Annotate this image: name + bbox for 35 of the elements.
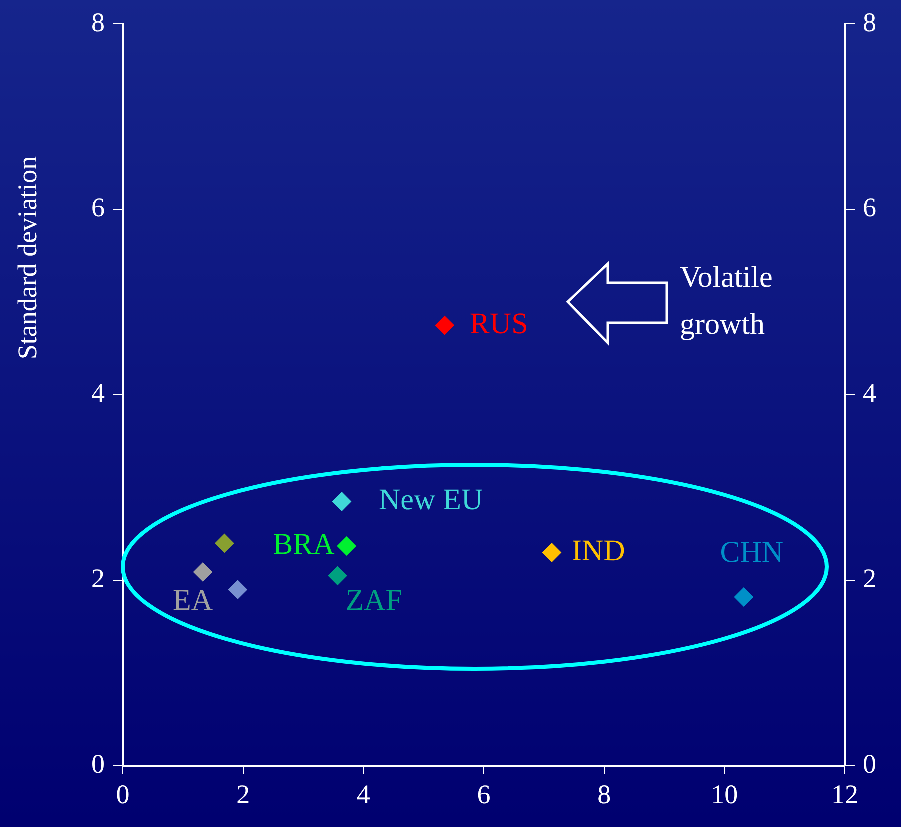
series-label: ZAF (346, 584, 402, 617)
point (542, 543, 562, 562)
x-tick-label: 0 (116, 779, 130, 810)
series-label: IND (572, 534, 626, 568)
point (194, 562, 213, 582)
x-tick-label: 8 (598, 779, 612, 810)
y2-tick-label: 6 (863, 192, 876, 223)
point (228, 580, 248, 600)
point (435, 316, 454, 336)
x-tick-label: 10 (711, 779, 738, 810)
y2-tick-label: 0 (863, 749, 876, 780)
point (332, 492, 352, 512)
y-tick-label: 2 (92, 564, 105, 594)
x-tick-label: 12 (832, 779, 858, 810)
point (328, 566, 348, 586)
point (215, 534, 234, 553)
series-label: EA (173, 584, 214, 618)
series-label: BRA (273, 528, 336, 562)
annotation: Volatile growth (680, 260, 774, 343)
series-label: CHN (720, 536, 784, 570)
point (734, 588, 754, 607)
y-axis-title: Standard deviation (12, 156, 44, 360)
series-label: RUS (470, 307, 528, 340)
x-tick-label: 4 (356, 779, 371, 810)
y2-tick-label: 4 (863, 378, 877, 408)
y-tick-label: 4 (92, 378, 106, 408)
y2-tick-label: 2 (863, 564, 876, 594)
series-label: New EU (379, 484, 484, 517)
y-tick-label: 6 (92, 192, 105, 223)
x-tick-label: 6 (477, 779, 491, 810)
point (337, 536, 356, 556)
x-tick-label: 2 (236, 779, 250, 810)
y2-tick-label: 8 (863, 7, 876, 38)
y-tick-label: 0 (92, 749, 105, 780)
y-tick-label: 8 (92, 7, 105, 38)
